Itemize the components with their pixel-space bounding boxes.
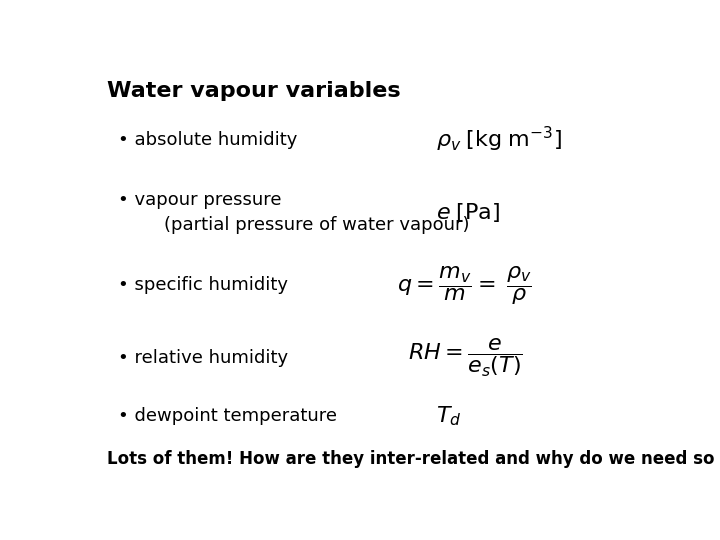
Text: $\rho_v \; [\mathrm{kg \; m}^{-3}]$: $\rho_v \; [\mathrm{kg \; m}^{-3}]$ — [436, 125, 562, 154]
Text: $RH = \dfrac{e}{e_s(T)}$: $RH = \dfrac{e}{e_s(T)}$ — [408, 336, 523, 379]
Text: Lots of them! How are they inter-related and why do we need so many?: Lots of them! How are they inter-related… — [107, 450, 720, 468]
Text: • relative humidity: • relative humidity — [118, 349, 288, 367]
Text: • absolute humidity: • absolute humidity — [118, 131, 297, 149]
Text: • specific humidity: • specific humidity — [118, 276, 288, 294]
Text: $q = \dfrac{m_v}{m} = \; \dfrac{\rho_v}{\rho}$: $q = \dfrac{m_v}{m} = \; \dfrac{\rho_v}{… — [397, 264, 532, 307]
Text: • vapour pressure
        (partial pressure of water vapour): • vapour pressure (partial pressure of w… — [118, 191, 469, 234]
Text: Water vapour variables: Water vapour variables — [107, 82, 400, 102]
Text: • dewpoint temperature: • dewpoint temperature — [118, 407, 337, 425]
Text: $e \; [\mathrm{Pa}]$: $e \; [\mathrm{Pa}]$ — [436, 201, 500, 224]
Text: $T_d$: $T_d$ — [436, 404, 462, 428]
